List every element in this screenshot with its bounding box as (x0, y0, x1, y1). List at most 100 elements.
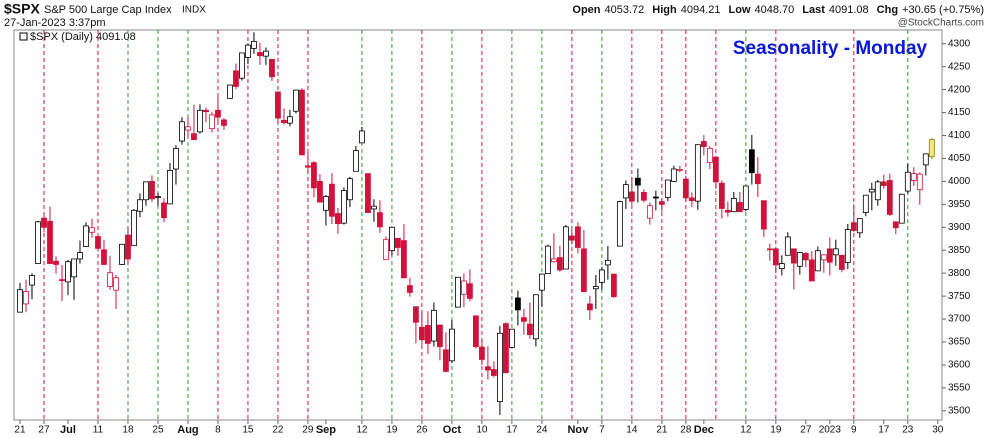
candle-body (526, 323, 533, 336)
x-tick-label: 21 (14, 425, 26, 436)
candle-body (622, 184, 629, 199)
candle-body (586, 303, 593, 311)
candle-body (910, 173, 917, 181)
candle-body (532, 294, 539, 340)
candle-body (293, 89, 299, 112)
candle-body (802, 253, 809, 261)
candle-body (347, 178, 353, 201)
candle-body (335, 213, 341, 225)
x-tick-label: 21 (656, 425, 668, 436)
y-tick-label: 3700 (948, 314, 971, 325)
candle-body (263, 50, 269, 57)
quote: Open 4053.72 High 4094.21 Low 4048.70 Last 4091… (572, 4, 984, 16)
candle-body (598, 269, 605, 283)
candle-body (317, 181, 323, 203)
credit: @StockCharts.com (898, 18, 984, 29)
x-tick-label: 30 (932, 425, 944, 436)
candle-body (281, 119, 287, 124)
candle-body (592, 286, 599, 290)
quote-value: 4053.72 (605, 4, 645, 16)
quote-label: Low (729, 4, 751, 16)
x-tick-label: 10 (476, 425, 488, 436)
plot-frame (13, 29, 943, 421)
x-tick-label: Nov (567, 424, 589, 436)
candle-body (137, 199, 143, 212)
x-tick-label: 15 (242, 425, 254, 436)
x-tick-label: Dec (694, 424, 714, 436)
candle-body (514, 297, 521, 311)
x-tick-label: 22 (272, 425, 284, 436)
candle-body (664, 179, 671, 198)
candle-body (233, 70, 239, 87)
candle-body (538, 273, 545, 291)
candle-body (119, 243, 125, 265)
candle-body (634, 177, 641, 186)
x-tick-label: 25 (152, 425, 164, 436)
x-tick-label: 27 (800, 425, 812, 436)
candle-body (922, 153, 929, 166)
candle-body (323, 196, 329, 211)
candle-body (724, 209, 731, 213)
candle-body (83, 225, 89, 247)
candle-body (77, 252, 83, 260)
candle-body (610, 273, 617, 297)
candle-body (437, 324, 443, 347)
candle-body (850, 222, 857, 231)
candle-body (886, 180, 893, 215)
candle-body (191, 133, 197, 141)
candle-body (844, 229, 851, 264)
candle-body (808, 259, 815, 282)
candle-body (185, 126, 191, 131)
candle-body (712, 156, 719, 183)
candle-body (467, 283, 473, 299)
candle-body (616, 201, 623, 247)
candle-body (904, 171, 911, 192)
candle-body (682, 178, 689, 199)
candle-body (371, 205, 377, 210)
x-tick-label: 2023 (819, 425, 842, 436)
candle-body (790, 248, 797, 264)
exchange: INDX (182, 5, 206, 16)
x-tick-label: 9 (851, 425, 857, 436)
legend-icon (19, 32, 28, 41)
x-tick-label: 24 (536, 425, 548, 436)
candle-body (365, 173, 371, 214)
y-tick-label: 3900 (948, 222, 971, 233)
candle-body (652, 196, 659, 199)
candle-body (71, 258, 77, 278)
candle-body (341, 190, 347, 224)
quote-value: 4094.21 (681, 4, 721, 16)
legend: $SPX (Daily) 4091.08 (30, 31, 136, 43)
candle-body (215, 109, 221, 118)
candle-body (155, 196, 161, 198)
candle-body (646, 205, 653, 219)
candle-body (550, 258, 557, 263)
candle-body (125, 234, 131, 260)
candle-body (17, 289, 23, 313)
candle-body (826, 248, 833, 263)
x-tick-label: 11 (93, 425, 104, 436)
quote-value: 4048.70 (755, 4, 795, 16)
candle-body (484, 366, 491, 371)
candle-body (778, 263, 785, 269)
candle-body (520, 317, 527, 322)
candle-body (65, 261, 71, 283)
candle-body (658, 201, 665, 205)
candle-body (179, 121, 185, 142)
x-tick-label: 27 (38, 425, 50, 436)
candle-body (694, 144, 701, 202)
candle-body (574, 226, 581, 248)
candle-body (760, 200, 767, 230)
candle-body (239, 52, 245, 79)
candle-body (89, 227, 95, 233)
symbol: $SPX (4, 1, 40, 17)
candle-body (796, 252, 803, 267)
candle-body (772, 248, 779, 266)
candle-body (149, 181, 155, 200)
candle-body (688, 197, 695, 202)
candle-body (221, 119, 227, 126)
candle-body (784, 236, 791, 256)
candle-body (880, 181, 887, 186)
candle-body (389, 226, 395, 252)
candle-body (47, 220, 53, 264)
